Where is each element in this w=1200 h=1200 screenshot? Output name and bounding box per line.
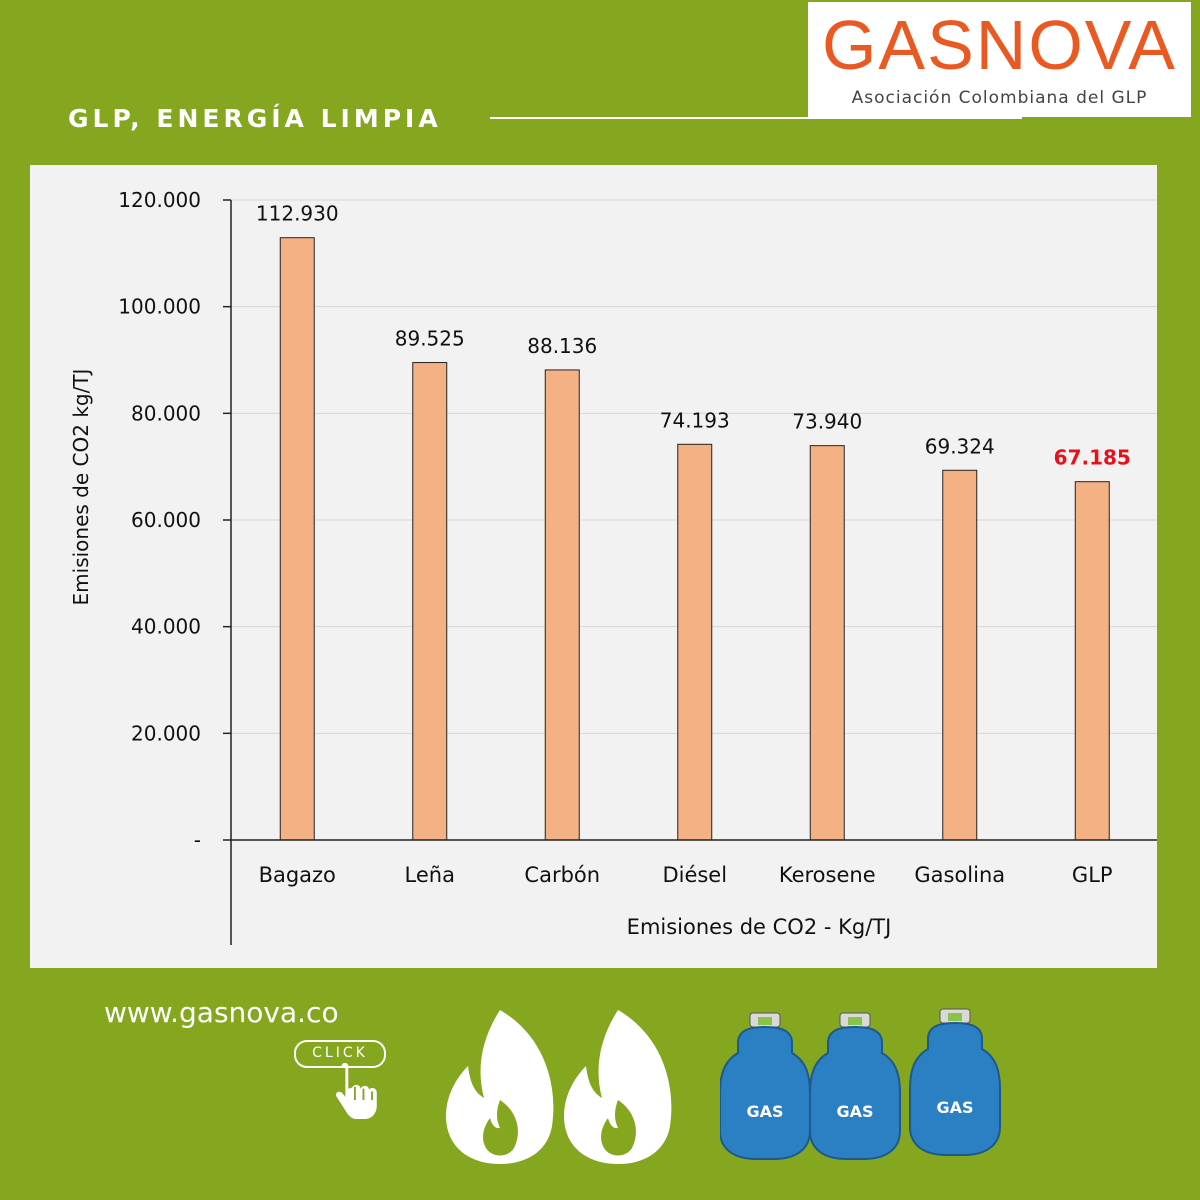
gas-tanks-group: GAS GAS GAS — [720, 1008, 1001, 1160]
data-label: 112.930 — [256, 202, 339, 226]
y-axis-label: Emisiones de CO2 kg/TJ — [69, 369, 93, 606]
data-label: 88.136 — [527, 334, 597, 358]
click-button[interactable]: CLICK — [294, 1040, 386, 1068]
page-title: GLP, ENERGÍA LIMPIA — [68, 104, 442, 133]
click-label: CLICK — [312, 1045, 368, 1061]
bar — [279, 237, 315, 841]
x-tick-label: Kerosene — [779, 863, 876, 887]
bar — [677, 443, 713, 841]
bar — [412, 362, 448, 841]
bar — [809, 445, 845, 841]
bar — [942, 469, 978, 841]
x-axis-label: Emisiones de CO2 - Kg/TJ — [627, 915, 892, 939]
tank-label: GAS — [936, 1098, 973, 1117]
title-divider — [490, 117, 1022, 119]
x-tick-label: Diésel — [662, 863, 727, 887]
x-tick-label: Carbón — [524, 863, 600, 887]
gas-tank-icon: GAS — [809, 1012, 901, 1160]
y-tick-label: - — [194, 828, 201, 852]
x-tick-label: Gasolina — [914, 863, 1005, 887]
logo-subtitle: Asociación Colombiana del GLP — [851, 88, 1148, 108]
data-label: 67.185 — [1054, 446, 1131, 470]
gasnova-logo: GASNOVA Asociación Colombiana del GLP — [808, 2, 1191, 117]
x-tick-label: Leña — [405, 863, 455, 887]
website-link[interactable]: www.gasnova.co — [104, 996, 339, 1029]
y-tick-label: 60.000 — [131, 508, 201, 532]
tank-label: GAS — [836, 1102, 873, 1121]
y-tick-label: 40.000 — [131, 615, 201, 639]
gas-tank-icon: GAS — [909, 1008, 1001, 1156]
x-tick-label: Bagazo — [259, 863, 336, 887]
bar — [544, 369, 580, 841]
data-label: 73.940 — [792, 410, 862, 434]
y-tick-label: 100.000 — [118, 295, 201, 319]
gas-tank-icon: GAS — [720, 1012, 811, 1160]
x-tick-label: GLP — [1072, 863, 1113, 887]
flame-icon — [446, 1010, 672, 1164]
y-tick-label: 20.000 — [131, 721, 201, 745]
y-tick-label: 120.000 — [118, 188, 201, 212]
bar — [1074, 481, 1110, 841]
chart-panel: 112.930 89.525 88.136 74.193 73.940 69.324 67.… — [30, 165, 1157, 968]
bar-chart: 112.930 89.525 88.136 74.193 73.940 69.324 67.… — [69, 188, 1157, 945]
logo-wordmark: GASNOVA — [821, 6, 1177, 84]
hand-pointer-icon — [335, 1062, 377, 1119]
data-label: 89.525 — [395, 327, 465, 351]
data-label: 69.324 — [925, 434, 995, 458]
data-label: 74.193 — [660, 408, 730, 432]
y-tick-label: 80.000 — [131, 401, 201, 425]
tank-label: GAS — [746, 1102, 783, 1121]
